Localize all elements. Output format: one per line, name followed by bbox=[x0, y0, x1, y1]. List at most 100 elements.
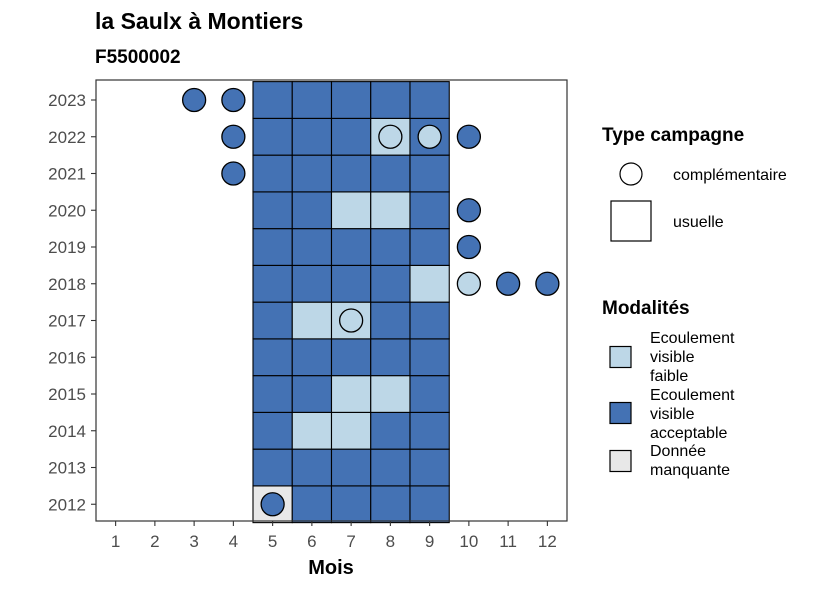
y-tick-label: 2016 bbox=[48, 348, 86, 367]
heatmap-cell bbox=[252, 375, 293, 413]
heatmap-cell bbox=[252, 117, 293, 156]
heatmap-cell bbox=[291, 375, 333, 413]
x-tick-label: 6 bbox=[307, 532, 316, 551]
campaign-point bbox=[221, 124, 246, 149]
heatmap-cell bbox=[291, 191, 333, 230]
y-tick-label: 2012 bbox=[48, 495, 86, 514]
heatmap-cell bbox=[291, 154, 333, 193]
heatmap-cell bbox=[291, 411, 333, 450]
y-tick-label: 2023 bbox=[48, 91, 86, 110]
heatmap-cell bbox=[291, 228, 333, 266]
x-tick-label: 8 bbox=[386, 532, 395, 551]
legend-modalite-label: Ecoulement visible faible bbox=[650, 330, 735, 385]
y-tick-label: 2020 bbox=[48, 201, 86, 220]
heatmap-cell bbox=[330, 338, 372, 377]
heatmap-cell bbox=[330, 154, 372, 193]
campaign-point bbox=[338, 308, 364, 333]
campaign-point bbox=[181, 87, 207, 113]
heatmap-cell bbox=[370, 448, 411, 487]
heatmap-cell bbox=[252, 191, 293, 230]
legend-type-label-usuelle: usuelle bbox=[673, 214, 724, 231]
heatmap-cell bbox=[370, 338, 411, 377]
heatmap-cell bbox=[409, 448, 450, 487]
plot-border bbox=[95, 79, 568, 522]
x-tick-label: 7 bbox=[346, 532, 355, 551]
campaign-point bbox=[456, 124, 482, 149]
y-tick-label: 2018 bbox=[48, 275, 86, 294]
heatmap-cell bbox=[330, 448, 372, 487]
heatmap-cell bbox=[252, 301, 293, 340]
heatmap-cell bbox=[330, 81, 372, 119]
circles-layer bbox=[181, 87, 560, 517]
heatmap-cell bbox=[330, 117, 372, 156]
heatmap-cell bbox=[252, 154, 293, 193]
campaign-point bbox=[495, 271, 521, 296]
heatmap-cell bbox=[330, 375, 372, 413]
heatmap-cell bbox=[291, 117, 333, 156]
heatmap-cell bbox=[370, 154, 411, 193]
campaign-point bbox=[260, 492, 285, 517]
x-tick-label: 1 bbox=[111, 532, 120, 551]
heatmap-cell bbox=[370, 411, 411, 450]
x-tick-label: 10 bbox=[459, 532, 478, 551]
heatmap-cell bbox=[409, 154, 450, 193]
campaign-point bbox=[456, 234, 482, 260]
heatmap-cell bbox=[252, 264, 293, 303]
heatmap-cell bbox=[252, 338, 293, 377]
heatmap-cell bbox=[370, 301, 411, 340]
heatmap-cell bbox=[409, 228, 450, 266]
heatmap-cell bbox=[409, 338, 450, 377]
heatmap-cell bbox=[370, 81, 411, 119]
y-tick-label: 2022 bbox=[48, 128, 86, 147]
legend-modalite-key bbox=[609, 401, 632, 425]
heatmap-cell bbox=[252, 411, 293, 450]
squares-layer bbox=[252, 81, 450, 524]
heatmap-cell bbox=[370, 375, 411, 413]
x-tick-label: 5 bbox=[268, 532, 277, 551]
heatmap-cell bbox=[370, 264, 411, 303]
heatmap-cell bbox=[330, 411, 372, 450]
x-tick-label: 4 bbox=[229, 532, 238, 551]
y-tick-label: 2021 bbox=[48, 165, 86, 184]
heatmap-cell bbox=[409, 485, 450, 524]
legend-modalite-key bbox=[609, 449, 632, 473]
legend-modalites-title: Modalités bbox=[602, 298, 690, 319]
legend-square-key bbox=[610, 200, 652, 242]
heatmap-cell bbox=[291, 301, 333, 340]
x-tick-label: 12 bbox=[538, 532, 557, 551]
x-tick-label: 3 bbox=[189, 532, 198, 551]
chart-subtitle: F5500002 bbox=[95, 47, 181, 68]
y-tick-label: 2015 bbox=[48, 385, 86, 404]
heatmap-cell bbox=[409, 264, 450, 303]
heatmap-cell bbox=[409, 81, 450, 119]
x-axis-label: Mois bbox=[308, 557, 354, 579]
legend-modalite-label: Donnée manquante bbox=[650, 443, 730, 479]
heatmap-cell bbox=[291, 81, 333, 119]
heatmap-cell bbox=[409, 411, 450, 450]
campaign-point bbox=[221, 161, 246, 186]
legend-modalite-label: Ecoulement visible acceptable bbox=[650, 387, 735, 442]
y-tick-label: 2017 bbox=[48, 312, 86, 331]
heatmap-cell bbox=[409, 301, 450, 340]
heatmap-cell bbox=[330, 228, 372, 266]
campaign-point bbox=[456, 271, 482, 296]
heatmap-cell bbox=[330, 485, 372, 524]
heatmap-cell bbox=[370, 191, 411, 230]
heatmap-cell bbox=[291, 264, 333, 303]
y-axis: 2012 2013 2014 2015 2016 2017 2018 2019 2020 2021… bbox=[48, 91, 96, 514]
x-axis: 1 2 3 4 5 6 7 8 9 10 11 12 bbox=[111, 521, 557, 551]
campaign-point bbox=[378, 124, 403, 149]
heatmap-cell bbox=[252, 228, 293, 266]
x-tick-label: 11 bbox=[499, 532, 517, 551]
heatmap-cell bbox=[370, 485, 411, 524]
y-tick-label: 2013 bbox=[48, 459, 86, 478]
campaign-point bbox=[535, 271, 560, 296]
heatmap-cell bbox=[330, 191, 372, 230]
campaign-point bbox=[221, 87, 246, 113]
heatmap-cell bbox=[291, 485, 333, 524]
heatmap-cell bbox=[330, 264, 372, 303]
campaign-point bbox=[456, 198, 482, 223]
heatmap-cell bbox=[252, 448, 293, 487]
